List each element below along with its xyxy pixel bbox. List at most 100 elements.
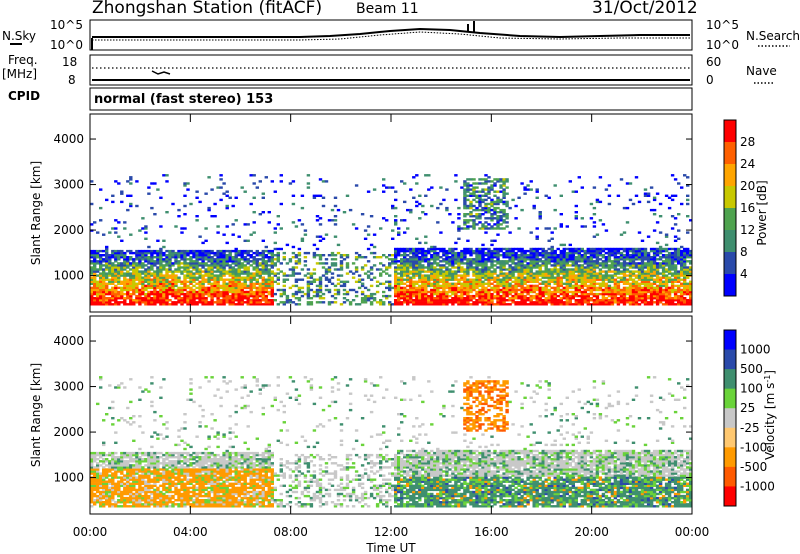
power-cell xyxy=(141,288,145,292)
power-cell xyxy=(159,301,163,304)
power-cell xyxy=(207,260,211,263)
power-cell xyxy=(412,290,416,294)
power-cell xyxy=(228,294,232,298)
power-cell xyxy=(147,272,151,275)
power-cell xyxy=(222,284,226,288)
power-cell xyxy=(686,256,690,259)
power-cell xyxy=(586,301,590,304)
power-cell xyxy=(123,266,127,269)
power-cell xyxy=(231,290,235,294)
colorbar-segment xyxy=(724,120,736,143)
power-cell xyxy=(499,284,503,288)
power-cell xyxy=(382,184,386,187)
power-cell xyxy=(526,188,530,191)
power-cell xyxy=(369,268,374,271)
power-cell xyxy=(517,274,521,277)
power-cell xyxy=(439,264,443,267)
power-cell xyxy=(117,278,121,281)
power-cell xyxy=(132,299,136,302)
power-cell xyxy=(568,268,572,271)
velocity-cell xyxy=(99,499,103,502)
power-cell xyxy=(481,243,485,247)
power-cell xyxy=(592,294,597,298)
power-cell xyxy=(231,284,235,288)
power-cell xyxy=(418,297,422,300)
power-cell xyxy=(270,264,274,267)
power-cell xyxy=(436,251,440,255)
power-cell xyxy=(562,294,566,298)
nsky-series xyxy=(92,27,690,39)
power-cell xyxy=(472,223,476,226)
power-cell xyxy=(508,299,512,302)
power-cell xyxy=(192,272,196,275)
power-cell xyxy=(360,290,365,294)
power-cell xyxy=(105,286,109,290)
power-cell xyxy=(490,213,494,216)
power-cell xyxy=(472,303,476,306)
power-cell xyxy=(451,251,455,255)
power-cell xyxy=(418,303,422,306)
power-cell xyxy=(502,200,506,204)
power-cell xyxy=(670,272,675,275)
power-cell xyxy=(448,272,452,275)
power-cell xyxy=(108,262,112,265)
power-cell xyxy=(628,286,633,290)
power-cell xyxy=(388,282,392,285)
power-cell xyxy=(108,254,112,257)
power-cell xyxy=(261,280,265,283)
power-cell xyxy=(222,294,226,298)
cpid-row: CPID xyxy=(8,87,693,111)
power-cell xyxy=(634,303,639,306)
power-cell xyxy=(634,256,639,259)
power-cell xyxy=(589,297,594,300)
power-cell xyxy=(276,288,280,292)
power-cell xyxy=(297,299,302,302)
power-cell xyxy=(586,288,590,292)
power-cell xyxy=(123,297,127,300)
power-cell xyxy=(436,292,440,296)
power-cell xyxy=(252,278,256,281)
power-cell xyxy=(144,260,148,263)
power-cell xyxy=(622,258,627,261)
power-cell xyxy=(475,276,479,279)
nave-dip xyxy=(151,70,171,75)
power-cell xyxy=(466,239,470,242)
power-cell xyxy=(637,290,642,294)
power-cell xyxy=(273,299,277,302)
power-cell xyxy=(520,270,524,273)
power-cell xyxy=(99,303,103,306)
power-cell xyxy=(529,256,533,259)
power-cell xyxy=(469,280,473,283)
power-cell xyxy=(243,251,247,255)
power-cell xyxy=(216,288,220,292)
power-cell xyxy=(379,272,383,275)
power-cell xyxy=(114,249,118,253)
power-cell xyxy=(198,264,202,267)
power-cell xyxy=(126,260,130,263)
power-cell xyxy=(484,268,488,271)
power-cell xyxy=(631,270,636,273)
power-cell xyxy=(631,292,636,296)
power-cell xyxy=(397,272,401,275)
power-cell xyxy=(276,247,280,251)
power-cell xyxy=(475,194,479,197)
power-cell xyxy=(448,294,452,298)
power-cell xyxy=(412,286,416,290)
power-cell xyxy=(93,270,97,273)
power-cell xyxy=(496,196,500,199)
power-cell xyxy=(553,256,557,259)
power-cell xyxy=(499,249,503,253)
power-cell xyxy=(186,303,190,306)
power-cell xyxy=(186,286,190,290)
power-cell xyxy=(201,301,205,304)
power-cell xyxy=(640,251,645,255)
velocity-cell xyxy=(90,490,94,494)
power-cell xyxy=(544,303,548,306)
power-cell xyxy=(216,290,220,294)
power-cell xyxy=(135,286,139,290)
power-cell xyxy=(683,292,687,296)
power-cell xyxy=(291,245,296,249)
power-cell xyxy=(258,286,262,290)
power-cell xyxy=(640,299,645,302)
power-cell xyxy=(667,206,672,210)
